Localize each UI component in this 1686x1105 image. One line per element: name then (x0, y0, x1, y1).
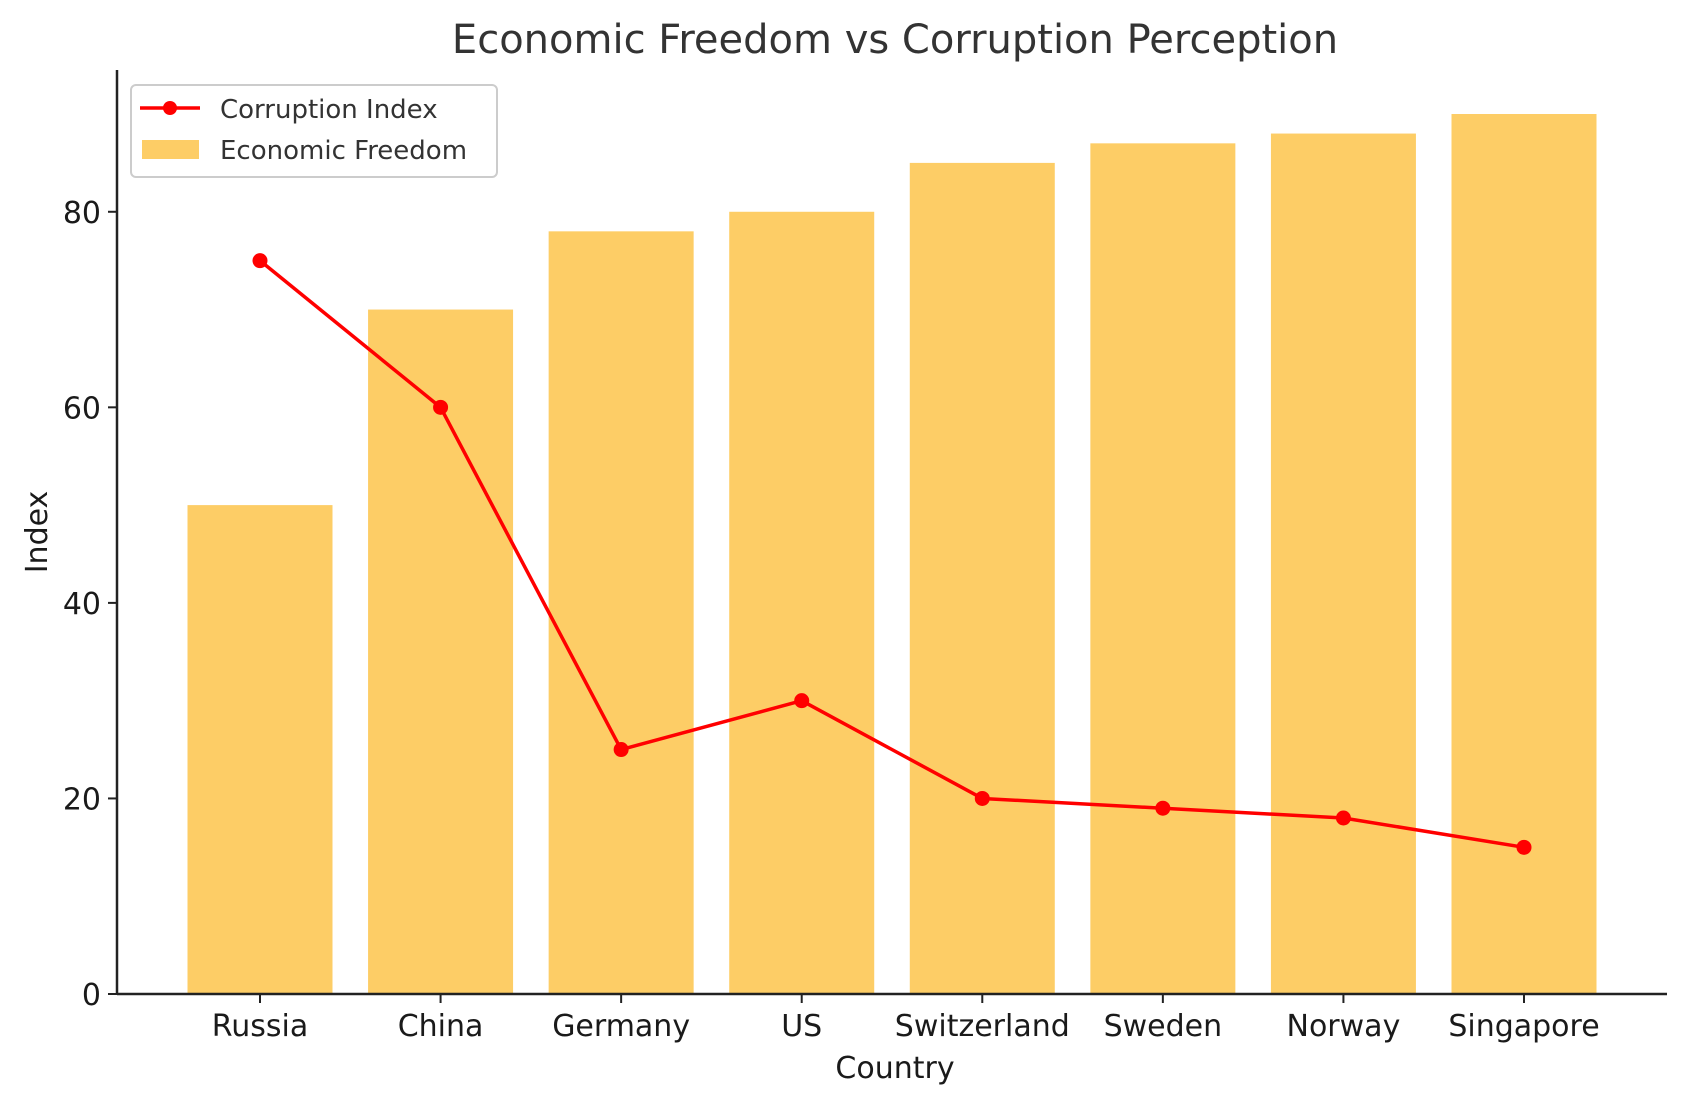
point-russia (252, 253, 268, 269)
x-tick-label: Switzerland (895, 1009, 1070, 1044)
y-tick-label: 60 (63, 391, 101, 426)
x-axis-label: Country (835, 1051, 954, 1086)
point-switzerland (974, 790, 990, 806)
line-layer (252, 253, 1532, 855)
bar-sweden (1090, 143, 1236, 995)
bar-germany (548, 231, 694, 995)
x-tick-label: Germany (552, 1009, 690, 1044)
bar-russia (187, 505, 333, 994)
point-singapore (1516, 839, 1532, 855)
bar-singapore (1451, 114, 1597, 994)
legend-bar-swatch (142, 140, 199, 159)
point-us (794, 693, 810, 709)
corruption-line (258, 259, 1525, 850)
bar-switzerland (909, 162, 1055, 994)
legend-marker-swatch (163, 101, 177, 115)
bar-us (729, 211, 875, 994)
point-china (433, 399, 449, 415)
y-tick-label: 0 (82, 978, 101, 1013)
x-tick-label: Singapore (1448, 1009, 1599, 1044)
legend-label-corruption: Corruption Index (220, 95, 438, 125)
legend-label-freedom: Economic Freedom (220, 136, 467, 166)
y-tick-label: 20 (63, 782, 101, 817)
bar-norway (1270, 133, 1416, 995)
chart-title: Economic Freedom vs Corruption Perceptio… (452, 17, 1338, 63)
x-tick-label: Sweden (1104, 1009, 1223, 1044)
x-tick-label: Norway (1287, 1009, 1401, 1044)
point-sweden (1155, 800, 1171, 816)
axes: Russia China Germany US Switzerland Sweden Nor… (63, 70, 1667, 1044)
x-tick-label: US (781, 1009, 822, 1044)
bar-china (368, 309, 514, 994)
x-tick-label: China (398, 1009, 484, 1044)
y-axis-label: Index (20, 491, 55, 574)
legend-frame (130, 84, 498, 178)
legend: Corruption Index Economic Freedom (130, 84, 498, 178)
point-germany (613, 742, 629, 758)
y-tick-label: 40 (63, 587, 101, 622)
x-tick-label: Russia (212, 1009, 309, 1044)
bars-layer (187, 114, 1597, 995)
y-tick-label: 80 (63, 196, 101, 231)
point-norway (1335, 810, 1351, 826)
